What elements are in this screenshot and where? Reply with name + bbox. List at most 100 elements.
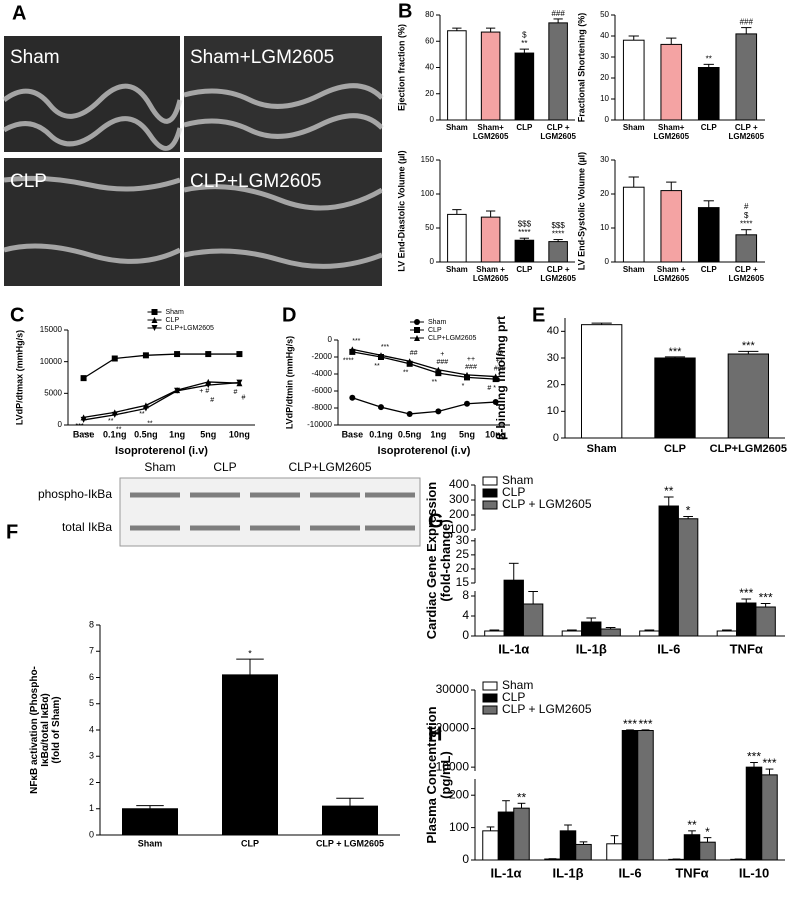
- legend-label: CLP: [166, 317, 180, 324]
- bar: [322, 805, 378, 836]
- bar: [622, 39, 645, 121]
- significance-label: *: [248, 649, 252, 659]
- significance-label: ***: [759, 591, 773, 605]
- y-axis-label: Fractional Shortening (%): [576, 13, 586, 123]
- significance-label: **: [116, 427, 122, 434]
- significance-label: #: [241, 394, 245, 401]
- series-line: [352, 348, 496, 378]
- y-tick-label: 60: [425, 36, 434, 45]
- significance-label: **: [403, 370, 409, 377]
- y-tick-label: 40: [600, 31, 609, 40]
- y-tick-label: 3: [89, 751, 94, 761]
- significance-label: + ###: [436, 351, 448, 366]
- bar: [761, 774, 778, 861]
- significance-label: + #: [199, 388, 209, 395]
- x-tick-label: Sham: [623, 265, 645, 274]
- marker: [205, 382, 212, 389]
- bar: [122, 808, 178, 836]
- y-tick-label: -4000: [312, 369, 333, 378]
- y-tick-label: -8000: [312, 403, 333, 412]
- blot-bands: [130, 492, 415, 531]
- y-tick-label: 20: [456, 561, 470, 575]
- y-tick-label: 0: [89, 829, 94, 839]
- legend-label: CLP + LGM2605: [502, 702, 592, 716]
- marker: [378, 404, 384, 411]
- bar: [581, 621, 602, 637]
- significance-label: #: [233, 389, 237, 396]
- marker: [174, 351, 181, 358]
- marker: [464, 400, 470, 407]
- y-tick-label: 15: [456, 575, 470, 589]
- bar: [484, 630, 505, 637]
- marker: [378, 352, 384, 359]
- x-tick-label: Base: [73, 429, 95, 439]
- significance-label: ***: [638, 717, 652, 731]
- y-tick-label: 300: [449, 492, 469, 506]
- row-label: phospho-IkBa: [38, 487, 112, 501]
- significance-label: ***: [352, 338, 360, 345]
- bar: [222, 674, 278, 836]
- y-tick-label: 0: [430, 257, 435, 266]
- lane-label: CLP+LGM2605: [288, 460, 371, 474]
- significance-label: **: [432, 379, 438, 386]
- x-tick-label: Sham+ LGM2605: [473, 123, 509, 141]
- panel-label: C: [10, 304, 24, 326]
- marker: [349, 394, 356, 401]
- y-tick-label: 8: [89, 619, 94, 629]
- bar: [699, 841, 716, 861]
- legend-swatch: [482, 476, 498, 486]
- y-tick-label: 20: [425, 89, 434, 98]
- marker: [111, 355, 118, 362]
- marker: [142, 405, 149, 412]
- bar: [513, 807, 530, 861]
- x-tick-label: 5ng: [459, 429, 475, 439]
- bar: [514, 52, 535, 121]
- y-tick-label: 30: [547, 352, 559, 364]
- x-tick-label: CLP+LGM2605: [710, 443, 787, 455]
- y-tick-label: 100: [421, 189, 435, 198]
- significance-label: *: [686, 504, 691, 518]
- bar: [755, 606, 776, 637]
- panel-label: G: [428, 510, 444, 532]
- y-tick-label: 30: [600, 52, 609, 61]
- y-tick-label: 200: [449, 787, 469, 801]
- marker: [406, 358, 413, 365]
- y-tick-label: 0: [328, 335, 333, 344]
- y-tick-label: 30000: [436, 682, 470, 696]
- y-axis-label: LVdP/dtmin (mmHg/s): [284, 336, 294, 429]
- y-tick-label: 20: [600, 73, 609, 82]
- marker: [80, 416, 87, 423]
- y-tick-label: 100: [449, 820, 469, 834]
- legend-label: Sham: [166, 309, 184, 316]
- bar: [660, 43, 683, 121]
- bar: [480, 216, 501, 263]
- echo-image: [184, 36, 382, 152]
- series-line: [352, 397, 496, 415]
- significance-label: $ **: [521, 30, 527, 48]
- significance-label: @ ++ ###: [494, 350, 506, 372]
- significance-label: *: [462, 383, 465, 390]
- blot-image: [119, 477, 421, 547]
- echo-images: [2, 36, 384, 286]
- series-line: [83, 381, 240, 421]
- y-tick-label: 30: [600, 155, 609, 164]
- x-tick-label: Sham: [446, 123, 468, 132]
- x-tick-label: TNFα: [730, 641, 763, 656]
- significance-label: **: [374, 363, 380, 370]
- significance-label: ###: [740, 18, 754, 27]
- x-tick-label: Sham+ LGM2605: [653, 123, 689, 141]
- bar: [447, 30, 467, 121]
- legend-swatch: [482, 500, 498, 510]
- significance-label: ***: [747, 750, 761, 764]
- y-tick-label: 30: [456, 533, 470, 547]
- significance-label: ***: [75, 423, 83, 430]
- y-tick-label: 5: [89, 698, 94, 708]
- marker: [205, 351, 212, 358]
- x-tick-label: CLP: [241, 838, 259, 848]
- x-tick-label: CLP: [701, 265, 718, 274]
- significance-label: ***: [739, 586, 753, 600]
- significance-label: **: [687, 818, 697, 832]
- bar: [660, 190, 683, 263]
- marker: [151, 309, 158, 315]
- marker: [80, 375, 87, 382]
